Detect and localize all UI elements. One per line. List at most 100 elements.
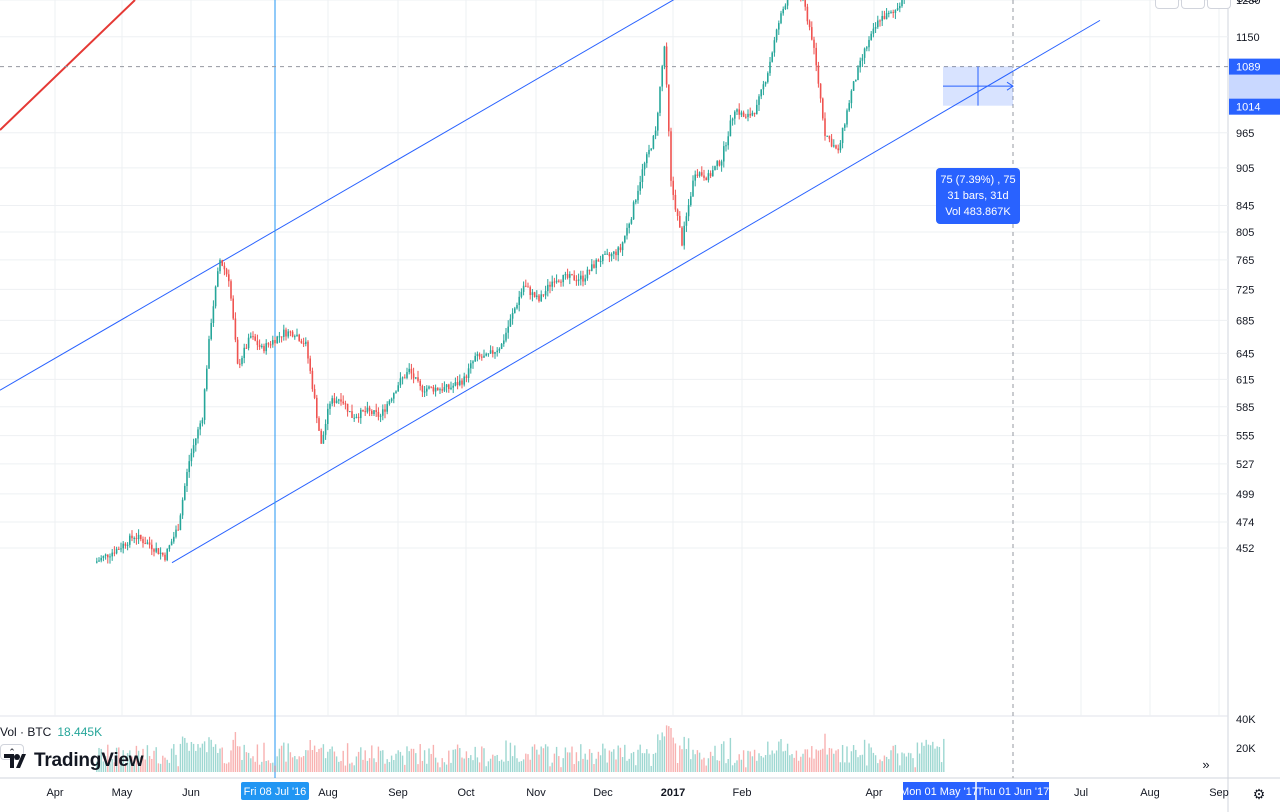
volume-bar [870, 747, 872, 772]
volume-bar [846, 746, 848, 772]
volume-bar [485, 766, 487, 772]
candle-body [813, 39, 815, 48]
candle-body [439, 389, 441, 391]
candle-body [784, 5, 787, 10]
volume-bar [492, 754, 494, 772]
volume-bar [580, 744, 582, 772]
candle-body [837, 148, 839, 151]
measure-bars: 31 bars, 31d [947, 190, 1009, 202]
candle-body [525, 285, 527, 287]
volume-bar [256, 744, 259, 772]
candle-body [470, 363, 472, 369]
volume-bar [430, 753, 432, 772]
time-range-end-bg [977, 782, 1049, 800]
candle-body [749, 113, 751, 116]
price-tick-label: 645 [1236, 348, 1254, 360]
candle-body [538, 295, 540, 302]
candle-body [406, 372, 408, 378]
candle-body [212, 306, 215, 323]
tradingview-logo[interactable]: TradingView [4, 748, 144, 774]
candle-body [159, 552, 162, 554]
time-axis[interactable]: Apr May Jun Aug Sep Oct Nov Dec 2017 Feb Apr Jul Aug… [46, 787, 1228, 799]
volume-bar [199, 747, 201, 772]
candle-body [162, 552, 164, 555]
settings-gear-icon[interactable]: ⚙ [1252, 786, 1266, 802]
candle-body [137, 534, 140, 540]
candle-body [729, 120, 732, 137]
volume-bar [619, 747, 622, 772]
toolbar-button-2[interactable] [1181, 0, 1205, 9]
candle-body [738, 109, 740, 115]
scroll-to-realtime-icon[interactable]: » [1196, 755, 1216, 775]
volume-bar [786, 743, 789, 772]
volume-bar [498, 761, 501, 772]
candle-body [142, 539, 144, 544]
candle-body [720, 161, 723, 166]
volume-bar [443, 762, 446, 772]
candle-body [388, 400, 391, 405]
volume-bar [676, 763, 679, 772]
volume-bar [837, 749, 839, 772]
candle-body [586, 269, 589, 279]
volume-bar [437, 762, 439, 772]
volume-bar [650, 765, 652, 772]
volume-bar [148, 756, 151, 772]
volume-bar [155, 747, 157, 772]
volume-bar [522, 759, 525, 772]
candle-body [450, 387, 452, 390]
volume-bar [775, 750, 778, 772]
volume-bar [448, 750, 450, 772]
candle-body [309, 358, 311, 371]
time-tick-label: Jul [1074, 787, 1088, 799]
toolbar-button-1[interactable] [1155, 0, 1179, 9]
volume-bar [393, 760, 395, 772]
volume-bar [483, 748, 485, 772]
volume-bar [118, 747, 120, 772]
volume-bar [830, 748, 833, 772]
volume-bar [861, 754, 864, 772]
volume-bar [311, 750, 314, 772]
candle-body [364, 411, 366, 413]
volume-bar [153, 750, 155, 772]
volume-bar [802, 753, 804, 772]
volume-bar [885, 756, 888, 772]
volume-bar [406, 746, 408, 772]
candle-body [527, 286, 529, 288]
price-tick-label: 555 [1236, 431, 1254, 443]
candle-body [841, 127, 844, 143]
candle-body [558, 280, 560, 282]
candle-body [344, 403, 347, 405]
candle-body [778, 23, 780, 30]
time-tick-label: May [112, 787, 133, 799]
candle-body [716, 161, 718, 167]
candle-body [100, 557, 102, 561]
candle-body [96, 561, 98, 563]
candle-body [639, 182, 641, 191]
volume-bar [366, 760, 369, 772]
volume-bar [932, 741, 934, 772]
candle-body [668, 84, 670, 132]
candle-body [379, 415, 382, 417]
volume-bar [201, 743, 204, 772]
volume-bar [450, 762, 452, 772]
candle-body [274, 340, 276, 344]
volume-bar [494, 755, 496, 772]
candle-body [516, 304, 518, 309]
price-axis[interactable]: 1650155014701390131012301150965905845805… [1236, 0, 1260, 755]
candle-body [549, 284, 551, 287]
candle-body [650, 148, 652, 150]
price-tick-label: 499 [1236, 489, 1254, 501]
candle-body [269, 344, 272, 346]
volume-tick-label: 40K [1236, 714, 1256, 726]
toolbar-button-3[interactable] [1207, 0, 1231, 9]
candle-body [646, 154, 648, 164]
volume-legend-value: 18.445K [57, 725, 103, 739]
candle-body [256, 340, 259, 346]
candle-body [654, 130, 657, 136]
candle-body [340, 399, 342, 402]
volume-bar [716, 760, 718, 772]
volume-bar [151, 758, 153, 772]
volume-bar [663, 736, 666, 772]
volume-bar [360, 747, 362, 772]
